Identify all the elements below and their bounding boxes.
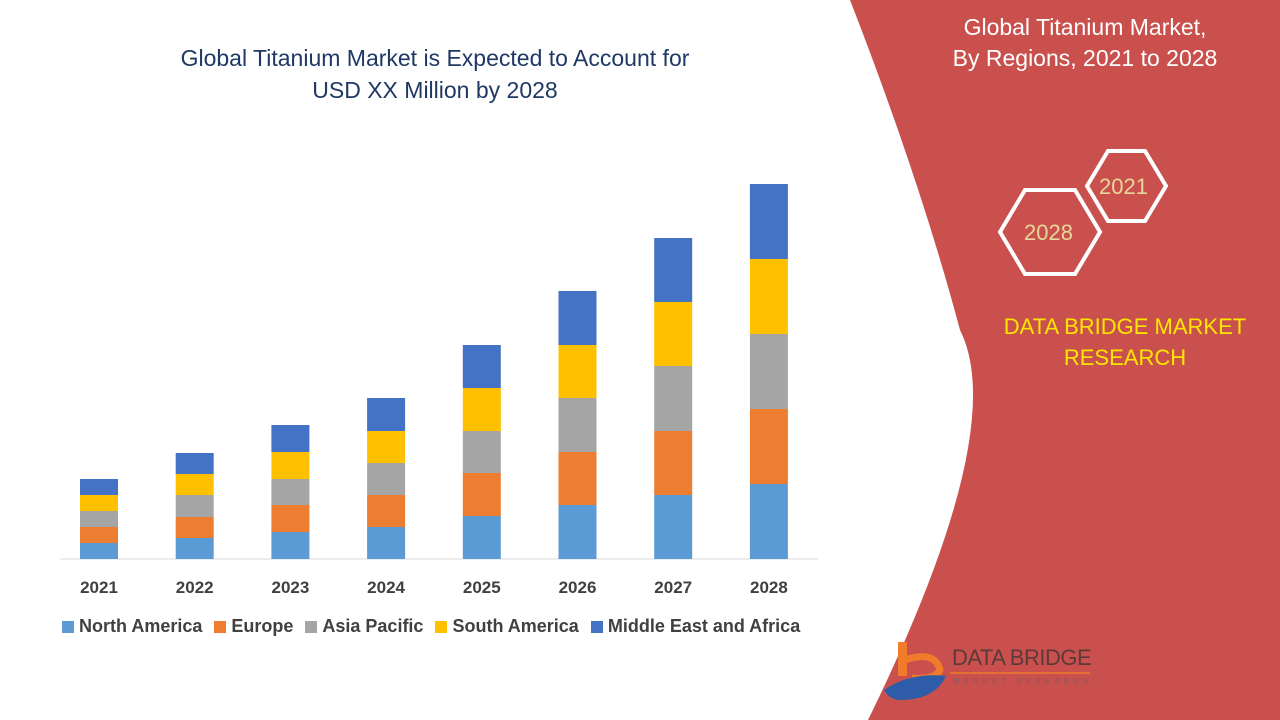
x-tick-label: 2027 xyxy=(654,578,692,597)
bar-segment-2023-4 xyxy=(271,425,310,452)
bar-segment-2024-0 xyxy=(367,527,406,559)
x-tick-label: 2022 xyxy=(176,578,214,597)
legend-swatch xyxy=(435,620,448,633)
bar-segment-2023-3 xyxy=(271,452,310,479)
bar-segment-2022-3 xyxy=(175,474,214,495)
stacked-bar-chart: 2021 2022 2023 2024 2025 2026 2027 2028 xyxy=(60,184,818,597)
logo-icon xyxy=(884,642,946,700)
x-tick-label: 2028 xyxy=(750,578,788,597)
legend-swatch xyxy=(214,620,227,633)
bar-segment-2024-2 xyxy=(367,463,406,495)
legend-item: Asia Pacific xyxy=(305,616,423,637)
bar-segment-2027-1 xyxy=(654,431,693,495)
bar-segment-2024-3 xyxy=(367,431,406,463)
legend-label: South America xyxy=(452,616,579,636)
brand-line-2: RESEARCH xyxy=(1063,345,1187,370)
bar-segment-2025-4 xyxy=(462,345,501,388)
legend-item: South America xyxy=(435,616,579,637)
x-tick-label: 2025 xyxy=(463,578,501,597)
bar-segment-2023-1 xyxy=(271,505,310,532)
bar-segment-2021-2 xyxy=(80,511,118,527)
brand-line-1: DATA BRIDGE MARKET xyxy=(1003,314,1247,339)
bar-segment-2025-0 xyxy=(462,516,501,559)
logo-text: DATA BRIDGE xyxy=(952,645,1092,670)
bar-segment-2028-0 xyxy=(749,484,788,559)
side-title: Global Titanium Market, By Regions, 2021… xyxy=(930,12,1240,74)
bar-segment-2026-4 xyxy=(558,291,597,345)
hex-label-2021: 2021 xyxy=(1099,174,1148,199)
bar-segment-2021-4 xyxy=(80,479,118,495)
bar-segment-2021-0 xyxy=(80,543,118,559)
x-tick-label: 2024 xyxy=(367,578,405,597)
legend-item: Middle East and Africa xyxy=(590,616,801,637)
bar-segment-2025-2 xyxy=(462,431,501,473)
x-tick-label: 2026 xyxy=(559,578,597,597)
side-title-line-1: Global Titanium Market, xyxy=(963,14,1207,40)
bar-segment-2027-2 xyxy=(654,366,693,431)
bar-segment-2028-2 xyxy=(749,334,788,409)
bar-segment-2023-2 xyxy=(271,479,310,505)
legend: North America Europe Asia Pacific South Ame… xyxy=(62,616,800,637)
bar-segment-2027-0 xyxy=(654,495,693,559)
bar-segment-2026-1 xyxy=(558,452,597,505)
bar-segment-2021-1 xyxy=(80,527,118,543)
title-line-2: USD XX Million by 2028 xyxy=(312,77,558,103)
logo-subtext: MARKET RESEARCH xyxy=(953,677,1093,686)
hex-label-2028: 2028 xyxy=(1024,220,1073,245)
bar-segment-2026-0 xyxy=(558,505,597,559)
title-line-1: Global Titanium Market is Expected to Ac… xyxy=(180,45,690,71)
legend-label: Europe xyxy=(231,616,294,636)
bar-segment-2023-0 xyxy=(271,532,310,559)
bar-segment-2027-4 xyxy=(654,238,693,302)
chart-title: Global Titanium Market is Expected to Ac… xyxy=(120,42,750,106)
side-title-line-2: By Regions, 2021 to 2028 xyxy=(952,45,1218,71)
bar-segment-2022-1 xyxy=(175,517,214,538)
bar-segment-2026-3 xyxy=(558,345,597,398)
side-panel xyxy=(850,0,1280,720)
legend-swatch xyxy=(62,620,74,633)
legend-item: North America xyxy=(62,616,202,637)
bar-segment-2022-0 xyxy=(175,538,214,559)
brand-text: DATA BRIDGE MARKET RESEARCH xyxy=(985,311,1265,373)
legend-label: Middle East and Africa xyxy=(607,616,801,636)
legend-label: Asia Pacific xyxy=(322,616,424,636)
bar-segment-2028-4 xyxy=(749,184,788,259)
legend-item: Europe xyxy=(214,616,293,637)
x-tick-label: 2021 xyxy=(80,578,118,597)
legend-swatch xyxy=(590,620,603,633)
bar-segment-2021-3 xyxy=(80,495,118,511)
hexagon-2028 xyxy=(997,188,1103,276)
hexagon-2021 xyxy=(1084,149,1169,223)
bar-segment-2022-2 xyxy=(175,495,214,517)
bar-segment-2027-3 xyxy=(654,302,693,366)
bar-segment-2024-1 xyxy=(367,495,406,527)
x-tick-label: 2023 xyxy=(271,578,309,597)
bar-segment-2026-2 xyxy=(558,398,597,452)
legend-swatch xyxy=(305,620,318,633)
bar-segment-2025-1 xyxy=(462,473,501,516)
bar-segment-2028-1 xyxy=(749,409,788,484)
legend-label: North America xyxy=(79,616,203,636)
bar-segment-2025-3 xyxy=(462,388,501,431)
bar-segment-2028-3 xyxy=(749,259,788,334)
bar-segment-2022-4 xyxy=(175,453,214,474)
bar-segment-2024-4 xyxy=(367,398,406,431)
